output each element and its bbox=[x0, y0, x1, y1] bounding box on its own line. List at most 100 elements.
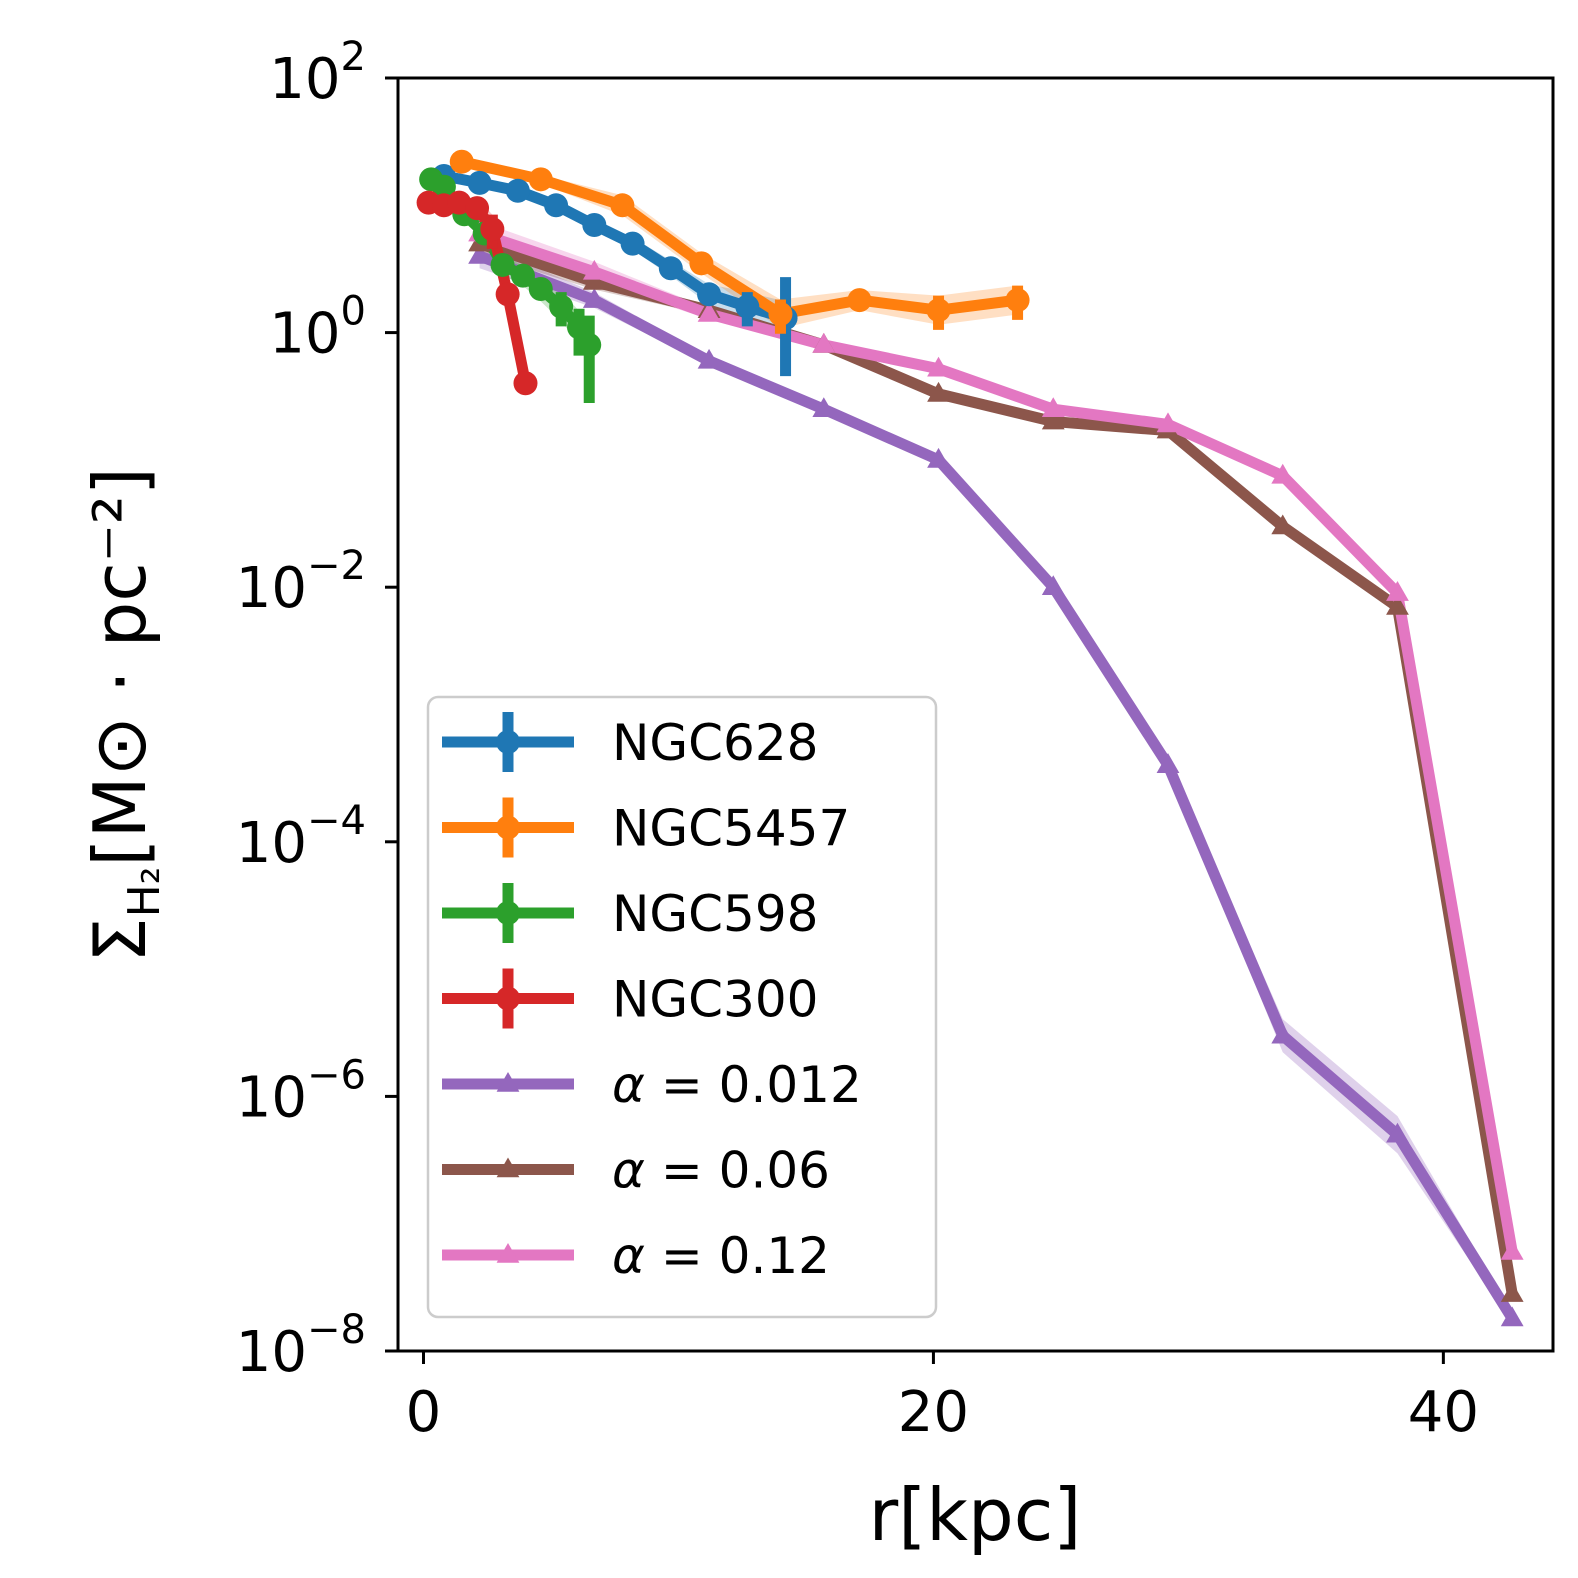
y-axis-label-subscript: H₂ bbox=[119, 867, 170, 918]
legend-label-ngc628: NGC628 bbox=[612, 714, 819, 772]
legend-box bbox=[426, 695, 938, 1319]
y-tick-exponent: 2 bbox=[341, 34, 366, 80]
y-tick-label: 10−8 bbox=[236, 1307, 366, 1385]
legend-alpha-symbol: α bbox=[612, 1056, 645, 1114]
point-ngc598 bbox=[490, 252, 515, 277]
point-ngc628 bbox=[697, 282, 722, 307]
x-axis-label: r[kpc] bbox=[869, 1473, 1082, 1557]
point-alpha-0.12 bbox=[1271, 463, 1295, 484]
legend-label-alpha-0.012: α = 0.012 bbox=[612, 1056, 862, 1114]
legend-marker-ngc598 bbox=[496, 901, 520, 925]
point-ngc5457 bbox=[926, 298, 951, 323]
plot-frame bbox=[396, 76, 1555, 1353]
point-ngc628 bbox=[505, 178, 530, 203]
point-ngc598 bbox=[431, 174, 456, 199]
y-tick-base: 10 bbox=[269, 47, 340, 112]
x-tick-label: 20 bbox=[898, 1380, 969, 1445]
point-ngc628 bbox=[620, 231, 645, 256]
legend-marker-alpha-0.012 bbox=[496, 1072, 520, 1092]
legend-label-ngc598: NGC598 bbox=[612, 885, 819, 943]
point-ngc5457 bbox=[449, 149, 474, 174]
point-ngc628 bbox=[582, 213, 607, 238]
point-ngc5457 bbox=[768, 301, 793, 326]
legend-marker-ngc300 bbox=[496, 986, 520, 1011]
legend-marker-ngc5457 bbox=[496, 815, 520, 840]
point-alpha-0.06 bbox=[1041, 409, 1065, 430]
point-ngc5457 bbox=[610, 193, 635, 218]
point-alpha-0.06 bbox=[1271, 514, 1295, 535]
line-alpha-0.012 bbox=[474, 250, 1518, 1325]
legend-label-ngc300: NGC300 bbox=[612, 971, 819, 1029]
point-ngc598 bbox=[510, 263, 535, 288]
legend-label-alpha-0.12: α = 0.12 bbox=[612, 1227, 830, 1285]
y-tick-base: 10 bbox=[236, 1065, 307, 1130]
point-alpha-0.06 bbox=[927, 381, 950, 402]
point-alpha-0.12 bbox=[812, 332, 836, 353]
y-tick-exponent: −6 bbox=[307, 1052, 366, 1098]
point-ngc300 bbox=[513, 371, 538, 396]
x-tick-label: 0 bbox=[406, 1380, 442, 1445]
y-tick-label: 102 bbox=[269, 34, 366, 112]
point-ngc300 bbox=[465, 196, 490, 221]
series-lines bbox=[423, 156, 1518, 1325]
legend-alpha-value: = 0.12 bbox=[645, 1227, 830, 1285]
point-ngc300 bbox=[480, 217, 505, 242]
y-tick-exponent: −4 bbox=[307, 798, 366, 844]
legend-marker-alpha-0.06 bbox=[496, 1157, 520, 1178]
point-alpha-0.012 bbox=[812, 397, 836, 418]
point-alpha-0.012 bbox=[1156, 753, 1180, 773]
series-markers bbox=[416, 149, 1524, 1327]
point-alpha-0.12 bbox=[1156, 412, 1180, 433]
point-ngc598 bbox=[577, 332, 602, 357]
y-tick-base: 10 bbox=[236, 811, 307, 876]
legend-marker-alpha-0.12 bbox=[496, 1243, 520, 1263]
point-ngc598 bbox=[549, 294, 574, 319]
point-alpha-0.12 bbox=[697, 301, 721, 322]
point-ngc628 bbox=[544, 193, 569, 218]
point-alpha-0.06 bbox=[1386, 594, 1409, 615]
point-ngc598 bbox=[528, 277, 553, 302]
point-alpha-0.12 bbox=[1041, 397, 1065, 418]
point-alpha-0.012 bbox=[1271, 1023, 1295, 1044]
point-alpha-0.012 bbox=[697, 348, 721, 369]
y-tick-label: 10−6 bbox=[236, 1052, 366, 1130]
y-axis-label: ΣH₂[M⊙ · pc⁻²] bbox=[78, 467, 170, 963]
point-ngc628 bbox=[735, 294, 760, 319]
y-tick-label: 10−4 bbox=[236, 798, 366, 876]
legend-label-alpha-0.06: α = 0.06 bbox=[612, 1142, 830, 1200]
y-tick-exponent: −2 bbox=[307, 543, 366, 589]
y-tick-base: 10 bbox=[236, 1320, 307, 1385]
point-ngc5457 bbox=[847, 288, 872, 313]
y-tick-base: 10 bbox=[269, 302, 340, 367]
point-alpha-0.06 bbox=[582, 269, 606, 290]
point-ngc628 bbox=[658, 256, 683, 281]
x-tick-label: 40 bbox=[1408, 1380, 1479, 1445]
legend-alpha-value: = 0.06 bbox=[645, 1142, 830, 1200]
y-tick-label: 10−2 bbox=[236, 543, 366, 621]
point-alpha-0.012 bbox=[1041, 575, 1065, 595]
line-alpha-0.12 bbox=[474, 228, 1518, 1258]
point-alpha-0.12 bbox=[1386, 581, 1409, 601]
point-ngc628 bbox=[467, 170, 492, 195]
point-alpha-0.012 bbox=[927, 447, 950, 468]
point-ngc5457 bbox=[528, 167, 553, 192]
line-ngc628 bbox=[438, 170, 792, 324]
point-ngc300 bbox=[495, 282, 520, 307]
y-tick-label: 100 bbox=[269, 289, 366, 367]
point-alpha-0.12 bbox=[582, 259, 606, 280]
point-alpha-0.06 bbox=[1500, 1282, 1524, 1302]
point-alpha-0.12 bbox=[927, 356, 950, 377]
point-alpha-0.012 bbox=[582, 288, 606, 308]
legend-label-ngc5457: NGC5457 bbox=[612, 800, 850, 858]
legend-marker-ngc628 bbox=[496, 730, 520, 754]
y-tick-base: 10 bbox=[236, 556, 307, 621]
point-ngc5457 bbox=[1005, 288, 1030, 313]
y-tick-exponent: 0 bbox=[341, 289, 366, 335]
y-axis-label-symbol: Σ bbox=[78, 917, 162, 963]
legend-alpha-symbol: α bbox=[612, 1227, 645, 1285]
y-tick-exponent: −8 bbox=[307, 1307, 366, 1353]
legend-alpha-value: = 0.012 bbox=[645, 1056, 862, 1114]
